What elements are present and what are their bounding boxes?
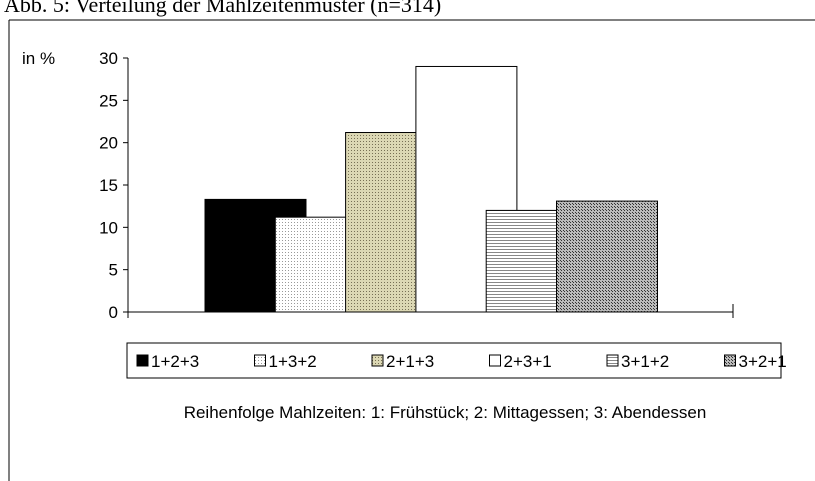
legend-label: 3+1+2 bbox=[621, 352, 669, 371]
y-axis-label: in % bbox=[22, 49, 55, 68]
legend-label: 1+2+3 bbox=[151, 352, 199, 371]
legend-swatch bbox=[136, 354, 149, 367]
legend-label: 3+2+1 bbox=[739, 352, 787, 371]
legend-swatch bbox=[606, 354, 619, 367]
y-tick-label: 5 bbox=[109, 261, 118, 280]
y-tick-label: 20 bbox=[99, 134, 118, 153]
legend-label: 2+1+3 bbox=[386, 352, 434, 371]
y-tick-label: 15 bbox=[99, 176, 118, 195]
legend-label: 2+3+1 bbox=[504, 352, 552, 371]
bar bbox=[556, 200, 658, 313]
legend-swatch bbox=[371, 354, 384, 367]
legend-swatch bbox=[254, 354, 266, 367]
y-tick-label: 30 bbox=[99, 49, 118, 68]
legend-swatch bbox=[724, 354, 736, 367]
legend-swatch bbox=[489, 354, 501, 367]
y-tick-label: 10 bbox=[99, 218, 118, 237]
y-tick-label: 0 bbox=[109, 303, 118, 322]
y-tick-label: 25 bbox=[99, 91, 118, 110]
legend-label: 1+3+2 bbox=[269, 352, 317, 371]
x-axis-label: Reihenfolge Mahlzeiten: 1: Frühstück; 2:… bbox=[183, 403, 707, 422]
chart-title: Abb. 5: Verteilung der Mahlzeitenmuster … bbox=[4, 0, 441, 17]
legend bbox=[126, 342, 782, 379]
